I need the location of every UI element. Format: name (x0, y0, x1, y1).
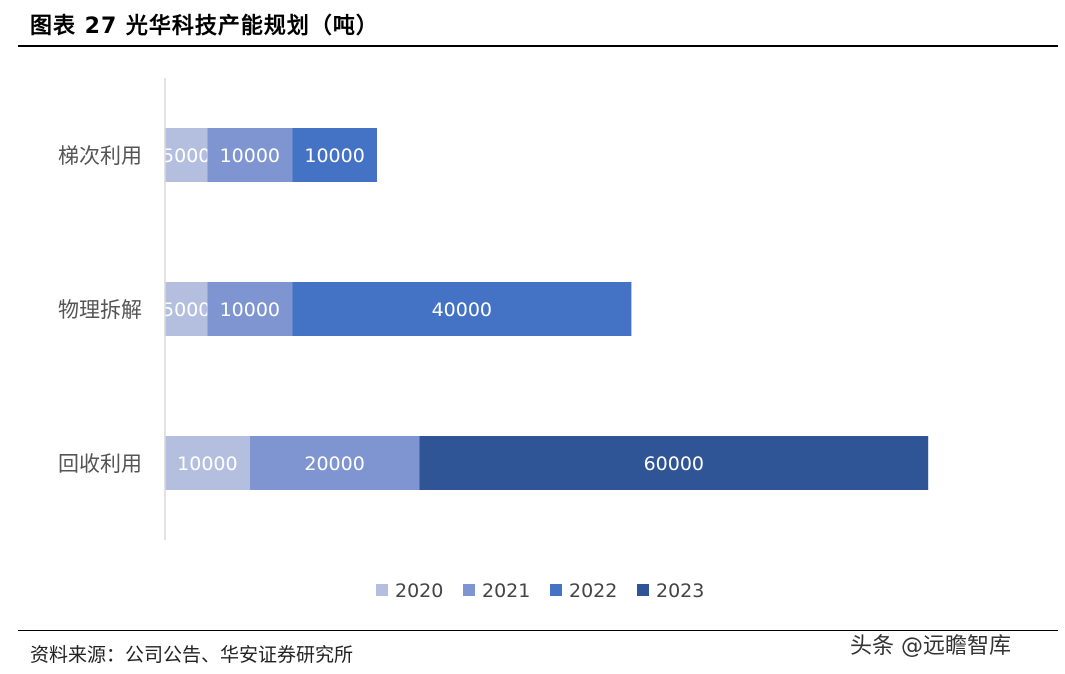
data-label: 60000 (644, 453, 704, 475)
legend-label: 2020 (395, 580, 443, 602)
chart-title: 图表 27 光华科技产能规划（吨） (30, 14, 379, 39)
bar-segment-2020 (165, 282, 208, 336)
bar-segment-2022 (292, 128, 377, 182)
footer-divider (18, 630, 1058, 631)
legend-label: 2023 (656, 580, 704, 602)
data-label: 10000 (177, 453, 237, 475)
category-label: 回收利用 (58, 452, 142, 476)
legend: 2020 2021 2022 2023 (376, 580, 704, 602)
legend-swatch-2023 (637, 584, 649, 596)
legend-label: 2021 (482, 580, 530, 602)
legend-swatch-2020 (376, 584, 388, 596)
watermark: 头条 @远瞻智库 (850, 634, 1011, 659)
title-divider (18, 45, 1058, 47)
bar-segment-2020 (165, 128, 208, 182)
legend-swatch-2022 (550, 584, 562, 596)
bar-segment-2021 (207, 282, 293, 336)
data-label: 5000 (162, 299, 210, 321)
bar-segment-2020 (165, 436, 250, 490)
bars-layer: 5000 10000 10000 5000 10000 40000 10000 20000 60… (162, 128, 929, 490)
category-label: 梯次利用 (58, 144, 142, 168)
legend-label: 2022 (569, 580, 617, 602)
data-label: 10000 (304, 145, 364, 167)
data-label: 5000 (162, 145, 210, 167)
bar-segment-2022 (292, 282, 632, 336)
legend-swatch-2021 (463, 584, 475, 596)
data-label: 40000 (432, 299, 492, 321)
bar-segment-2021 (249, 436, 420, 490)
bar-segment-2021 (207, 128, 293, 182)
data-label: 10000 (220, 299, 280, 321)
data-label: 10000 (220, 145, 280, 167)
category-label: 物理拆解 (58, 298, 142, 322)
bar-segment-2023 (419, 436, 929, 490)
data-label: 20000 (304, 453, 364, 475)
source-note: 资料来源：公司公告、华安证券研究所 (30, 644, 354, 666)
